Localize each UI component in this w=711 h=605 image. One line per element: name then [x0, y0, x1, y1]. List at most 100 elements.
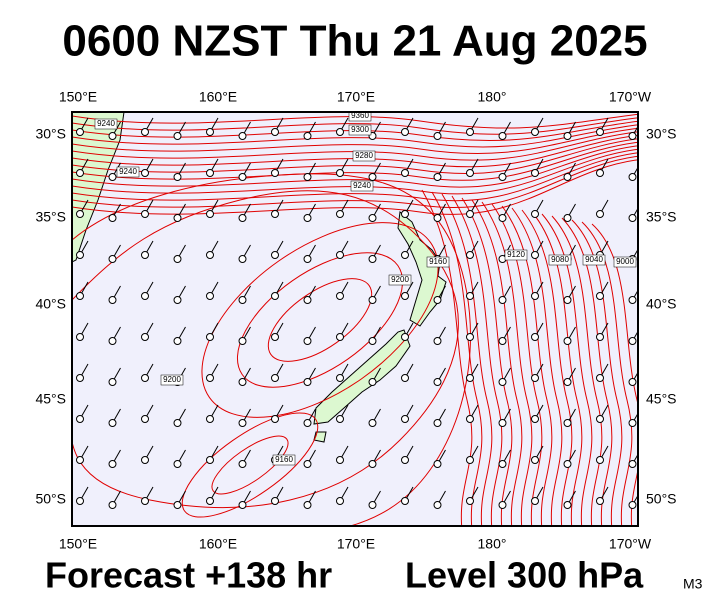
- station: [108, 296, 117, 304]
- station: [531, 374, 539, 382]
- station: [498, 337, 507, 345]
- station: [76, 374, 84, 382]
- contour-label: 9080: [551, 255, 569, 264]
- station: [368, 214, 377, 222]
- lon-label-top: 170°W: [609, 89, 652, 105]
- station: [206, 169, 214, 177]
- station: [173, 132, 182, 140]
- station: [563, 296, 572, 304]
- lon-label-top: 180°: [478, 89, 507, 105]
- station: [433, 460, 442, 468]
- station: [498, 296, 507, 304]
- map-frame: [71, 111, 639, 527]
- station: [531, 497, 539, 505]
- lon-label-top: 150°E: [59, 89, 97, 105]
- station: [596, 333, 604, 341]
- station: [596, 210, 604, 218]
- station: [563, 460, 572, 468]
- station: [173, 460, 182, 468]
- station: [336, 251, 344, 259]
- model-label: M3: [683, 576, 703, 592]
- lon-label-bottom: 170°E: [337, 536, 375, 552]
- station: [368, 419, 377, 427]
- station: [206, 415, 214, 423]
- station: [368, 501, 377, 509]
- station: [238, 419, 247, 427]
- station: [141, 333, 149, 341]
- station: [466, 456, 474, 464]
- station: [108, 337, 117, 345]
- station: [108, 132, 117, 140]
- station: [596, 456, 604, 464]
- contour-label-box: [613, 256, 637, 268]
- contour-label: 9300: [351, 125, 369, 134]
- contour-label: 9280: [355, 151, 373, 160]
- lat-label-right: 45°S: [646, 391, 677, 407]
- station: [336, 210, 344, 218]
- station: [466, 415, 474, 423]
- station: [206, 251, 214, 259]
- contour: [72, 117, 638, 135]
- lat-label-left: 45°S: [35, 391, 66, 407]
- contour: [236, 252, 404, 388]
- contour: [441, 193, 493, 526]
- contour: [181, 412, 319, 518]
- station: [401, 292, 409, 300]
- station: [238, 255, 247, 263]
- lon-label-top: 160°E: [199, 89, 237, 105]
- station: [206, 374, 214, 382]
- contour: [581, 221, 633, 526]
- contour: [72, 159, 638, 215]
- station: [466, 251, 474, 259]
- station: [141, 292, 149, 300]
- station: [303, 337, 312, 345]
- contour: [72, 113, 638, 129]
- station: [531, 415, 539, 423]
- station: [466, 497, 474, 505]
- station: [433, 378, 442, 386]
- contours: [72, 113, 638, 526]
- lat-label-right: 40°S: [646, 296, 677, 312]
- station: [498, 419, 507, 427]
- station: [563, 337, 572, 345]
- station: [206, 456, 214, 464]
- station: [563, 132, 572, 140]
- station: [108, 460, 117, 468]
- station: [76, 210, 84, 218]
- station: [433, 173, 442, 181]
- contour-label-box: [548, 254, 572, 266]
- station: [466, 128, 474, 136]
- station: [303, 419, 312, 427]
- station: [271, 169, 279, 177]
- station: [108, 173, 117, 181]
- station: [336, 374, 344, 382]
- station: [238, 214, 247, 222]
- station: [368, 337, 377, 345]
- station: [303, 173, 312, 181]
- station: [628, 501, 637, 509]
- contour: [511, 207, 563, 526]
- station: [336, 169, 344, 177]
- lon-label-bottom: 160°E: [199, 536, 237, 552]
- station: [238, 460, 247, 468]
- station: [206, 333, 214, 341]
- contour-label-box: [348, 112, 372, 122]
- station: [271, 210, 279, 218]
- contour: [72, 148, 638, 195]
- station: [628, 419, 637, 427]
- station: [271, 333, 279, 341]
- lat-label-left: 40°S: [35, 296, 66, 312]
- station: [271, 251, 279, 259]
- station: [271, 374, 279, 382]
- station: [368, 255, 377, 263]
- station: [303, 296, 312, 304]
- station: [531, 292, 539, 300]
- station: [76, 128, 84, 136]
- station: [76, 456, 84, 464]
- south-island: [313, 329, 411, 425]
- contour: [451, 195, 503, 526]
- station: [368, 378, 377, 386]
- station: [563, 173, 572, 181]
- station: [108, 214, 117, 222]
- station: [238, 378, 247, 386]
